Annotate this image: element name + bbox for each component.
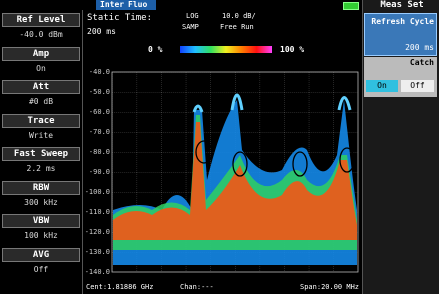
setting-value: -40.0 dBm bbox=[2, 30, 80, 39]
tab[interactable]: Fluo bbox=[128, 0, 147, 9]
setting-value: On bbox=[2, 64, 80, 73]
setting-label: Amp bbox=[2, 47, 80, 61]
static-time-label: Static Time: bbox=[87, 13, 152, 23]
refresh-value[interactable]: 200 ms bbox=[366, 43, 434, 52]
setting-label: Fast Sweep bbox=[2, 147, 80, 161]
tab[interactable]: Inter bbox=[100, 0, 124, 9]
y-axis-label: -70.0 bbox=[89, 128, 110, 136]
scale-mode: LOG bbox=[186, 12, 199, 20]
y-axis-label: -60.0 bbox=[89, 108, 110, 116]
color-min: 0 % bbox=[148, 45, 162, 54]
setting-label: Trace bbox=[2, 114, 80, 128]
setting-value: 2.2 ms bbox=[2, 164, 80, 173]
setting-value: Write bbox=[2, 131, 80, 140]
catch-label[interactable]: Catch bbox=[366, 58, 434, 67]
trigger: Free Run bbox=[220, 23, 254, 31]
off-option[interactable]: Off bbox=[401, 80, 434, 92]
screen: Inter Fluo Static Time: 200 ms LOG SAMP … bbox=[0, 0, 439, 294]
menu-title: Meas Set bbox=[366, 0, 438, 10]
spectrum-plot: -40.0 -50.0 -60.0 -70.0 -80.0 -90.0 -100.0 -110… bbox=[82, 60, 362, 280]
setting-label: VBW bbox=[2, 214, 80, 228]
setting-value: #0 dB bbox=[2, 97, 80, 106]
detector: SAMP bbox=[182, 23, 199, 31]
battery-icon bbox=[343, 2, 359, 10]
center-freq: Cent:1.81886 GHz bbox=[86, 283, 153, 291]
y-axis-label: -110.0 bbox=[85, 208, 110, 216]
y-axis-label: -120.0 bbox=[85, 228, 110, 236]
y-axis-label: -80.0 bbox=[89, 148, 110, 156]
y-axis-label: -50.0 bbox=[89, 88, 110, 96]
y-axis-label: -40.0 bbox=[89, 68, 110, 76]
setting-label: RBW bbox=[2, 181, 80, 195]
on-option[interactable]: On bbox=[366, 80, 398, 92]
y-axis-label: -100.0 bbox=[85, 188, 110, 196]
channel: Chan:--- bbox=[180, 283, 214, 291]
y-axis-label: -140.0 bbox=[85, 268, 110, 276]
y-axis-label: -90.0 bbox=[89, 168, 110, 176]
setting-value: 100 kHz bbox=[2, 231, 80, 240]
color-bar bbox=[180, 46, 272, 53]
setting-value: Off bbox=[2, 265, 80, 274]
static-time-value: 200 ms bbox=[87, 27, 116, 36]
setting-value: 300 kHz bbox=[2, 198, 80, 207]
y-axis-label: -130.0 bbox=[85, 248, 110, 256]
setting-label: AVG bbox=[2, 248, 80, 262]
refresh-label[interactable]: Refresh Cycle bbox=[366, 16, 434, 28]
color-max: 100 % bbox=[280, 45, 304, 54]
setting-label: Att bbox=[2, 80, 80, 94]
setting-label: Ref Level bbox=[2, 13, 80, 27]
scale: 10.0 dB/ bbox=[222, 12, 256, 20]
span: Span:20.00 MHz bbox=[300, 283, 359, 291]
